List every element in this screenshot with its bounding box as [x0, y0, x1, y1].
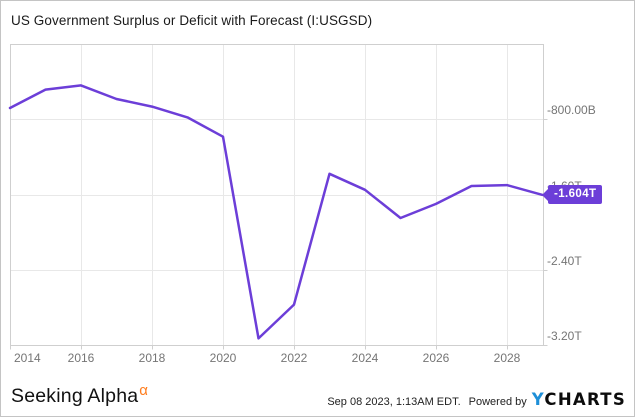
- x-axis-label: 2018: [138, 351, 166, 365]
- seeking-alpha-logo: Seeking Alphaα: [11, 382, 149, 408]
- ycharts-charts-text: CHARTS: [544, 390, 626, 409]
- x-axis-label: 2028: [493, 351, 521, 365]
- ycharts-y-icon: Y: [531, 390, 545, 409]
- timestamp: Sep 08 2023, 1:13AM EDT.: [327, 396, 461, 408]
- chart-title: US Government Surplus or Deficit with Fo…: [11, 13, 373, 28]
- x-axis-label: 2020: [209, 351, 237, 365]
- y-axis-label: -3.20T: [547, 329, 582, 343]
- y-axis-label: -2.40T: [547, 253, 582, 268]
- x-axis-label: 2022: [280, 351, 308, 365]
- x-axis-label: 2014: [14, 351, 41, 365]
- last-value-badge: -1.604T: [541, 185, 603, 204]
- seeking-alpha-text: Seeking Alpha: [11, 385, 139, 407]
- x-axis-label: 2024: [351, 351, 379, 365]
- y-axis-label: -800.00B: [547, 103, 596, 118]
- x-axis-label: 2016: [67, 351, 95, 365]
- alpha-icon: α: [139, 382, 149, 399]
- x-axis-label: 2026: [422, 351, 450, 365]
- powered-by-label: Powered by: [468, 396, 527, 408]
- attribution: Sep 08 2023, 1:13AM EDT. Powered by YCHA…: [327, 390, 626, 409]
- deficit-forecast-line: [8, 84, 544, 340]
- ycharts-logo: YCHARTS: [532, 390, 626, 409]
